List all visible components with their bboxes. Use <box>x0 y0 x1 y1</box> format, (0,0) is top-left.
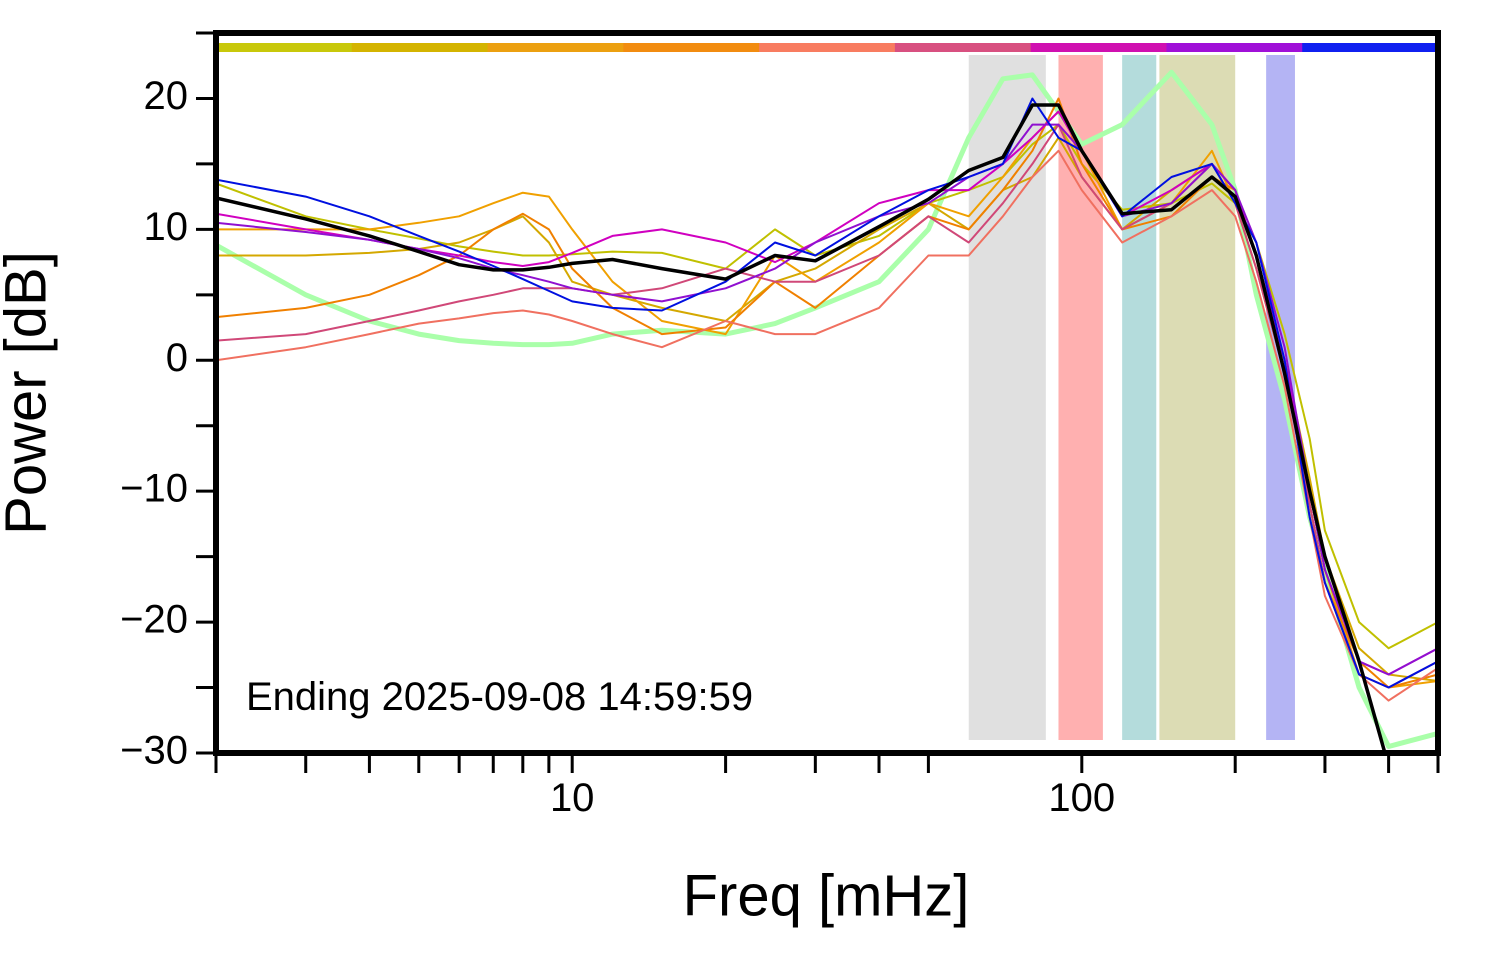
color-bar-segment <box>1030 43 1167 52</box>
color-bar <box>216 43 1439 52</box>
frequency-band <box>1058 55 1103 740</box>
color-bar-segment <box>759 43 896 52</box>
x-axis-label: Freq [mHz] <box>683 863 970 928</box>
color-bar-segment <box>351 43 489 52</box>
y-tick-label: 0 <box>166 336 188 380</box>
lines <box>216 69 1438 753</box>
color-bar-segment <box>623 43 760 52</box>
series-line <box>216 149 1438 702</box>
x-tick-label: 100 <box>1048 776 1115 820</box>
color-bar-segment <box>894 43 1032 52</box>
series-line <box>216 123 1438 676</box>
annotation: Ending 2025-09-08 14:59:59 <box>246 675 753 719</box>
y-axis-label: Power [dB] <box>0 251 58 535</box>
color-bar-segment <box>1166 43 1303 52</box>
y-tick-label: 20 <box>144 74 189 118</box>
plot-frame <box>213 30 1441 756</box>
y-tick-label: 10 <box>144 205 189 249</box>
y-tick-label: −30 <box>120 729 188 773</box>
series-line <box>216 110 1438 676</box>
series-line <box>216 97 1438 689</box>
series-line <box>216 110 1438 689</box>
y-tick-label: −10 <box>120 467 188 511</box>
color-bar-segment <box>487 43 624 52</box>
series-line <box>216 123 1438 689</box>
frequency-band <box>1122 55 1157 740</box>
color-bar-segment <box>1302 43 1439 52</box>
series-line <box>216 103 1387 753</box>
y-tick-label: −20 <box>120 598 188 642</box>
x-tick-label: 10 <box>550 776 595 820</box>
series-line <box>216 69 1438 749</box>
series-line <box>216 97 1438 689</box>
frequency-band <box>968 55 1046 740</box>
series-line <box>216 123 1438 650</box>
color-bar-segment <box>216 43 353 52</box>
series-line <box>216 136 1438 682</box>
axes: −30 −20 −10 0 10 20 10 100 <box>120 31 1440 820</box>
